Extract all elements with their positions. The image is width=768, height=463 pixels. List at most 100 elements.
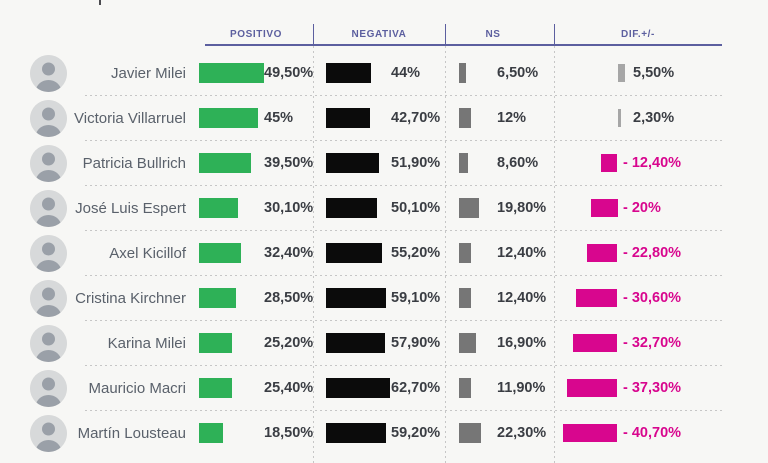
- person-name: Patricia Bullrich: [82, 155, 186, 172]
- row-separator: [85, 320, 725, 321]
- dif-value: 5,50%: [633, 65, 675, 81]
- avatar: [30, 100, 67, 137]
- dif-bar: [590, 199, 618, 217]
- positivo-value: 39,50%: [264, 155, 314, 171]
- ns-bar: [459, 378, 471, 398]
- person-name: Karina Milei: [107, 335, 186, 352]
- ns-bar: [459, 63, 466, 83]
- ns-value: 6,50%: [497, 65, 539, 81]
- avatar: [30, 145, 67, 182]
- positivo-value: 30,10%: [264, 200, 314, 216]
- ns-bar: [459, 288, 472, 308]
- ns-value: 16,90%: [497, 335, 547, 351]
- row-separator: [85, 275, 725, 276]
- positivo-bar: [199, 288, 237, 308]
- negativa-bar: [326, 153, 379, 173]
- ns-value: 12%: [497, 110, 527, 126]
- dif-value: - 20%: [623, 200, 661, 216]
- positivo-bar: [199, 243, 242, 263]
- cropped-text-fragment: [99, 0, 101, 5]
- person-icon: [30, 100, 67, 137]
- table-row: Martín Lousteau 18,50% 59,20% 22,30% - 4…: [0, 411, 768, 456]
- person-name: Cristina Kirchner: [75, 290, 186, 307]
- ns-value: 12,40%: [497, 290, 547, 306]
- person-icon: [30, 415, 67, 452]
- row-separator: [85, 95, 725, 96]
- dif-bar: [576, 289, 618, 307]
- row-separator: [85, 230, 725, 231]
- ns-value: 12,40%: [497, 245, 547, 261]
- avatar: [30, 190, 67, 227]
- avatar: [30, 280, 67, 317]
- person-name: Victoria Villarruel: [74, 110, 186, 127]
- person-icon: [30, 370, 67, 407]
- avatar: [30, 325, 67, 362]
- person-icon: [30, 190, 67, 227]
- negativa-value: 51,90%: [391, 155, 441, 171]
- table-row: Victoria Villarruel 45% 42,70% 12% 2,30%: [0, 96, 768, 141]
- avatar: [30, 235, 67, 272]
- positivo-value: 25,20%: [264, 335, 314, 351]
- negativa-value: 62,70%: [391, 380, 441, 396]
- negativa-bar: [326, 333, 386, 353]
- positivo-bar: [199, 153, 251, 173]
- dif-bar: [562, 424, 618, 442]
- column-separator: [313, 46, 314, 463]
- positivo-value: 49,50%: [264, 65, 314, 81]
- negativa-bar: [326, 198, 378, 218]
- table-row: Mauricio Macri 25,40% 62,70% 11,90% - 37…: [0, 366, 768, 411]
- ns-bar: [459, 333, 476, 353]
- table-row: Javier Milei 49,50% 44% 6,50% 5,50%: [0, 51, 768, 96]
- table-row: Karina Milei 25,20% 57,90% 16,90% - 32,7…: [0, 321, 768, 366]
- negativa-value: 42,70%: [391, 110, 441, 126]
- negativa-bar: [326, 63, 371, 83]
- ns-value: 19,80%: [497, 200, 547, 216]
- person-icon: [30, 145, 67, 182]
- header-divider: [313, 24, 314, 44]
- dif-value: - 30,60%: [623, 290, 682, 306]
- dif-bar: [617, 64, 625, 82]
- positivo-bar: [199, 63, 264, 83]
- positivo-value: 32,40%: [264, 245, 314, 261]
- row-separator: [85, 365, 725, 366]
- column-separator: [554, 46, 555, 463]
- negativa-bar: [326, 108, 370, 128]
- dif-value: 2,30%: [633, 110, 675, 126]
- negativa-bar: [326, 378, 390, 398]
- column-separator: [445, 46, 446, 463]
- column-header-negativa: NEGATIVA: [351, 29, 407, 40]
- person-name: Axel Kicillof: [109, 245, 186, 262]
- negativa-value: 59,10%: [391, 290, 441, 306]
- header-divider: [445, 24, 446, 44]
- negativa-value: 55,20%: [391, 245, 441, 261]
- dif-bar: [586, 244, 618, 262]
- person-icon: [30, 325, 67, 362]
- avatar: [30, 415, 67, 452]
- positivo-value: 18,50%: [264, 425, 314, 441]
- ns-value: 8,60%: [497, 155, 539, 171]
- ns-bar: [459, 198, 479, 218]
- negativa-value: 50,10%: [391, 200, 441, 216]
- ns-bar: [459, 243, 472, 263]
- ns-bar: [459, 153, 468, 173]
- negativa-value: 59,20%: [391, 425, 441, 441]
- person-name: Martín Lousteau: [77, 425, 186, 442]
- positivo-bar: [199, 198, 239, 218]
- negativa-value: 44%: [391, 65, 421, 81]
- positivo-bar: [199, 378, 233, 398]
- dif-value: - 22,80%: [623, 245, 682, 261]
- table-row: Cristina Kirchner 28,50% 59,10% 12,40% -…: [0, 276, 768, 321]
- positivo-value: 28,50%: [264, 290, 314, 306]
- column-header-ns: NS: [485, 29, 501, 40]
- person-icon: [30, 55, 67, 92]
- header-underline: [205, 44, 722, 46]
- dif-value: - 12,40%: [623, 155, 682, 171]
- column-header-positivo: POSITIVO: [229, 29, 283, 40]
- dif-bar: [617, 109, 621, 127]
- person-name: Javier Milei: [110, 65, 186, 82]
- table-row: Patricia Bullrich 39,50% 51,90% 8,60% - …: [0, 141, 768, 186]
- header-divider: [554, 24, 555, 44]
- rows: Javier Milei 49,50% 44% 6,50% 5,50% Vict…: [0, 51, 768, 456]
- table-row: José Luis Espert 30,10% 50,10% 19,80% - …: [0, 186, 768, 231]
- dif-bar: [573, 334, 618, 352]
